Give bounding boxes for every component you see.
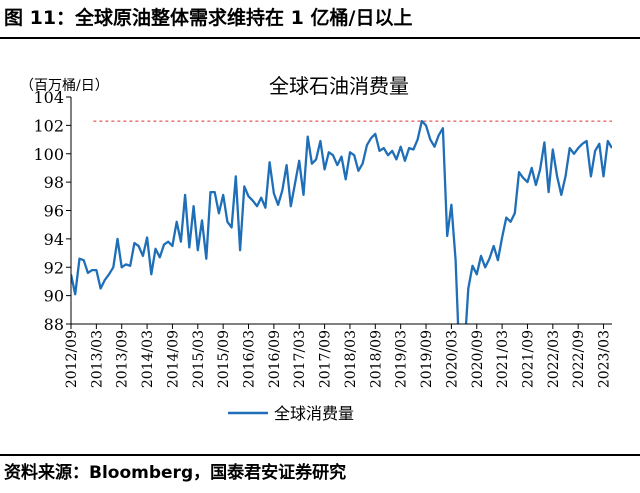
x-tick-label: 2016/09 <box>267 330 283 388</box>
x-tick-label: 2017/03 <box>292 330 308 388</box>
top-rule <box>0 37 640 39</box>
x-tick-label: 2012/09 <box>64 330 80 388</box>
y-tick-label: 98 <box>44 173 64 192</box>
y-tick-label: 90 <box>44 287 64 306</box>
chart-title: 全球石油消费量 <box>269 74 409 98</box>
x-tick-label: 2022/03 <box>546 330 562 388</box>
x-tick-label: 2015/03 <box>191 330 207 388</box>
x-tick-label: 2014/03 <box>140 330 156 388</box>
x-tick-label: 2020/03 <box>444 330 460 388</box>
x-tick-label: 2017/09 <box>318 330 334 388</box>
x-tick-label: 2018/09 <box>368 330 384 388</box>
x-tick-label: 2016/03 <box>242 330 258 388</box>
x-tick-label: 2021/09 <box>520 330 536 388</box>
y-tick-label: 94 <box>44 230 64 249</box>
source-note: 资料来源：Bloomberg，国泰君安证券研究 <box>4 463 347 483</box>
figure-title: 图 11：全球原油整体需求维持在 1 亿桶/日以上 <box>4 7 413 29</box>
y-axis-ticks: 88 90 92 94 96 98 100 102 104 <box>33 88 71 334</box>
x-tick-label: 2023/03 <box>597 330 613 388</box>
x-tick-label: 2014/09 <box>165 330 181 388</box>
y-tick-label: 102 <box>33 116 64 135</box>
x-tick-label: 2019/03 <box>394 330 410 388</box>
legend-label: 全球消费量 <box>274 404 354 423</box>
y-axis-label: （百万桶/日） <box>20 78 109 94</box>
bottom-rule <box>0 454 640 456</box>
x-axis-ticks: 2012/09 2013/03 2013/09 2014/03 2014/09 2015/… <box>64 324 613 388</box>
y-tick-label: 96 <box>44 202 64 221</box>
x-tick-label: 2013/09 <box>115 330 131 388</box>
series-line-global-consumption <box>71 119 612 324</box>
x-tick-label: 2013/03 <box>89 330 105 388</box>
y-tick-label: 104 <box>33 88 64 107</box>
y-tick-label: 92 <box>44 258 64 277</box>
x-tick-label: 2015/09 <box>216 330 232 388</box>
chart: （百万桶/日） 全球石油消费量 88 90 92 94 96 98 100 102 104 20… <box>20 74 613 423</box>
x-tick-label: 2021/03 <box>495 330 511 388</box>
y-tick-label: 88 <box>44 315 64 334</box>
legend: 全球消费量 <box>228 404 354 423</box>
x-tick-label: 2018/03 <box>343 330 359 388</box>
x-tick-label: 2022/09 <box>571 330 587 388</box>
y-tick-label: 100 <box>33 145 64 164</box>
x-tick-label: 2020/09 <box>470 330 486 388</box>
x-tick-label: 2019/09 <box>419 330 435 388</box>
